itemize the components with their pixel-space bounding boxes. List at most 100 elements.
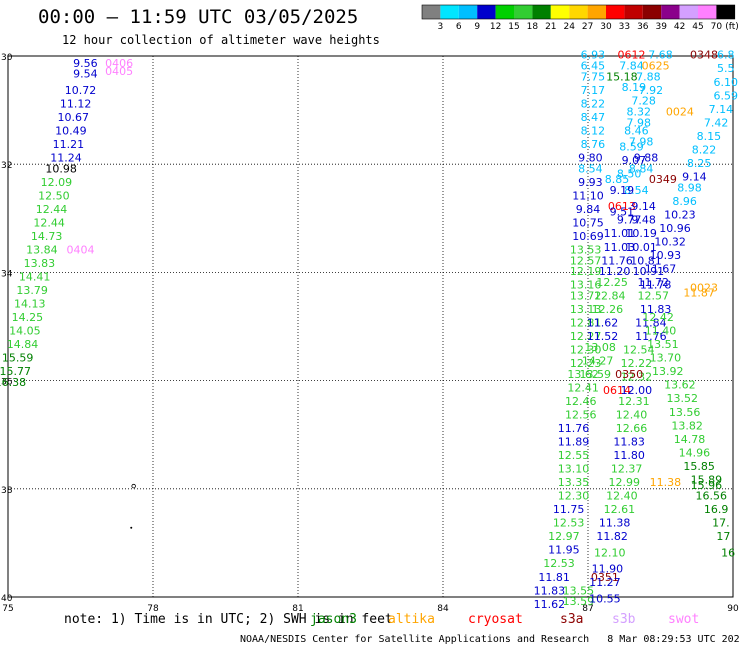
wave-height-label: 13.83	[24, 257, 56, 270]
wave-height-label: 12.46	[565, 395, 597, 408]
wave-height-label: 7.68	[648, 49, 673, 62]
wave-height-label: 14.13	[14, 298, 46, 311]
wave-height-label: 0404	[67, 243, 95, 256]
wave-height-label: 0351	[591, 571, 619, 584]
wave-height-label: 13.52	[667, 392, 699, 405]
longitude-label: 81	[292, 604, 303, 614]
colorbar-tick-label: 24	[563, 22, 575, 32]
colorbar-frame	[421, 4, 736, 20]
wave-height-label: 9.77	[617, 214, 642, 227]
wave-height-label: 10.72	[65, 84, 97, 97]
wave-height-label: 13.35	[558, 476, 590, 489]
wave-height-label: 12.61	[604, 503, 636, 516]
latitude-label: 32	[1, 161, 12, 171]
wave-height-label: 14.25	[12, 311, 44, 324]
wave-height-label: 11.10	[572, 189, 604, 202]
latitude-label: 38	[1, 486, 13, 496]
colorbar-tick-label: 9	[474, 22, 480, 32]
wave-height-label: 11.12	[60, 97, 92, 110]
wave-height-label: 11.03	[604, 241, 636, 254]
wave-height-label: 17	[716, 530, 730, 543]
wave-height-label: 5.5	[717, 62, 735, 75]
wave-height-label: 11.80	[613, 449, 645, 462]
wave-height-label: 16	[721, 546, 735, 559]
wave-height-label: 12.26	[592, 303, 624, 316]
wave-height-label: 13.10	[558, 463, 590, 476]
wave-height-label: 9.14	[631, 200, 656, 213]
wave-height-label: 12.23	[570, 357, 602, 370]
wave-height-label: 14.41	[19, 271, 51, 284]
colorbar-swatch	[532, 5, 551, 19]
wave-height-label: 13.82	[671, 419, 703, 432]
wave-height-label: 14.84	[7, 338, 39, 351]
wave-height-label: 12.84	[594, 289, 626, 302]
wave-height-label: 15.77	[0, 365, 31, 378]
wave-height-label: 9.80	[578, 151, 603, 164]
wave-height-label: 15.96	[691, 479, 723, 492]
wave-height-label: 7.92	[639, 84, 664, 97]
wave-height-label: 10.23	[664, 208, 696, 221]
wave-height-label: 0348	[690, 49, 718, 62]
wave-height-label: 10.96	[659, 222, 691, 235]
colorbar-swatch	[661, 5, 680, 19]
wave-height-label: 17.	[712, 517, 730, 530]
wave-height-label: 14.96	[679, 446, 711, 459]
colorbar-swatch	[550, 5, 570, 19]
wave-height-label: 9.48	[631, 214, 656, 227]
wave-height-label: 16.38	[0, 376, 26, 389]
wave-height-label: 13.59	[563, 595, 595, 608]
wave-height-label: 7.14	[709, 103, 734, 116]
wave-height-label: 12.27	[570, 330, 602, 343]
wave-height-label: 12.44	[33, 216, 65, 229]
colorbar-swatch	[440, 5, 459, 19]
wave-height-label: 6.10	[714, 76, 739, 89]
colorbar-tick-label: 36	[637, 22, 649, 32]
longitude-label: 75	[2, 604, 13, 614]
wave-height-label: 11.21	[53, 138, 85, 151]
wave-height-label: 15.89	[691, 473, 723, 486]
wave-height-label: 14.05	[9, 325, 41, 338]
satellite-swot: swot	[668, 612, 700, 627]
wave-height-label: 9.93	[578, 176, 603, 189]
wave-height-label: 7.42	[704, 116, 729, 129]
wave-height-label: 11.67	[645, 262, 677, 275]
map-title: 00:00 – 11:59 UTC 03/05/2025	[38, 6, 359, 28]
wave-height-label: 9.51	[610, 206, 635, 219]
wave-height-label: 11.38	[650, 476, 682, 489]
wave-height-label: 8.15	[697, 130, 722, 143]
wave-height-label: 11.38	[599, 517, 631, 530]
wave-height-label: 11.20	[599, 265, 631, 278]
wave-height-label: 8.59	[619, 141, 644, 154]
wave-height-label: 12.57	[638, 289, 670, 302]
wave-height-label: 8.96	[672, 195, 697, 208]
wave-height-label: 11.83	[534, 584, 566, 597]
wave-height-label: 0625	[642, 60, 670, 73]
wave-height-label: 10.49	[55, 124, 87, 137]
wave-height-label: 13.72	[570, 289, 602, 302]
note-text: note: 1) Time is in UTC; 2) SWH is in fe…	[64, 612, 393, 627]
wave-height-label: 8.22	[581, 97, 606, 110]
wave-height-label: 8.22	[692, 143, 717, 156]
wave-height-label: 12.30	[558, 490, 590, 503]
wave-height-label: 0349	[649, 173, 677, 186]
wave-height-label: 11.76	[558, 422, 590, 435]
wave-height-label: 12.54	[623, 344, 655, 357]
wave-height-label: 14.78	[674, 433, 706, 446]
island-marker	[130, 526, 133, 529]
wave-height-label: 12.22	[621, 357, 653, 370]
wave-height-label: 8.47	[581, 111, 606, 124]
wave-height-label: 11.27	[589, 576, 621, 589]
longitude-label: 84	[437, 604, 449, 614]
wave-height-label: 12.37	[611, 463, 643, 476]
wave-height-label: 14.73	[31, 230, 63, 243]
wave-height-label: 13.79	[16, 284, 48, 297]
colorbar-tick-label: 70	[711, 22, 723, 32]
colorbar-swatch	[716, 5, 735, 19]
wave-height-label: 12.40	[606, 490, 638, 503]
wave-height-label: 9.84	[576, 203, 601, 216]
wave-height-label: 7.84	[619, 60, 644, 73]
wave-height-label: 10.55	[589, 592, 621, 605]
longitude-label: 90	[727, 604, 739, 614]
wave-height-label: 11.76	[601, 254, 633, 267]
